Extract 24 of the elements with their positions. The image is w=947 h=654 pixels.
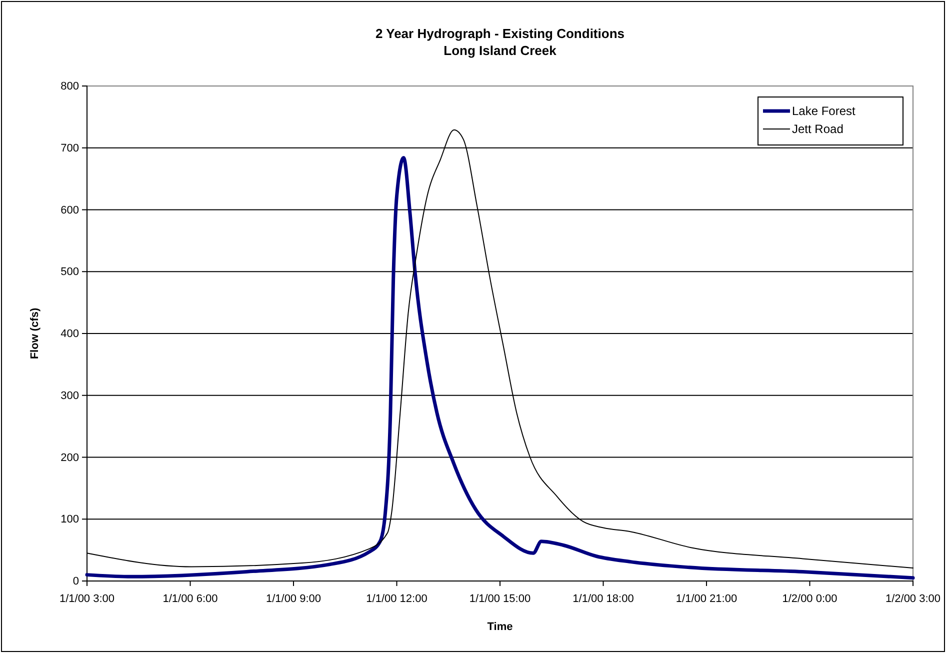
x-axis-title: Time xyxy=(487,621,513,633)
legend-label: Jett Road xyxy=(792,122,844,136)
y-tick-label: 400 xyxy=(60,328,79,340)
y-tick-label: 0 xyxy=(72,576,79,588)
x-tick-label: 1/1/00 18:00 xyxy=(572,593,634,606)
x-tick-label: 1/1/00 9:00 xyxy=(266,593,322,606)
x-tick-label: 1/1/00 3:00 xyxy=(59,593,115,606)
x-tick-label: 1/2/00 0:00 xyxy=(782,593,838,606)
x-tick-label: 1/1/00 6:00 xyxy=(162,593,218,606)
x-tick-label: 1/2/00 3:00 xyxy=(885,593,941,606)
x-tick-label: 1/1/00 12:00 xyxy=(366,593,428,606)
x-tick-label: 1/1/00 15:00 xyxy=(469,593,531,606)
y-axis-title: Flow (cfs) xyxy=(29,308,41,360)
y-tick-label: 300 xyxy=(60,390,79,402)
chart-title: 2 Year Hydrograph - Existing Conditions xyxy=(376,26,624,41)
y-tick-label: 800 xyxy=(60,80,79,93)
y-tick-label: 600 xyxy=(60,204,79,216)
chart-subtitle: Long Island Creek xyxy=(444,43,558,58)
y-tick-label: 500 xyxy=(60,266,79,278)
legend-label: Lake Forest xyxy=(792,104,856,118)
y-tick-label: 700 xyxy=(60,142,79,154)
y-tick-label: 200 xyxy=(60,452,79,464)
x-tick-label: 1/1/00 21:00 xyxy=(676,593,738,606)
y-tick-label: 100 xyxy=(60,514,79,526)
